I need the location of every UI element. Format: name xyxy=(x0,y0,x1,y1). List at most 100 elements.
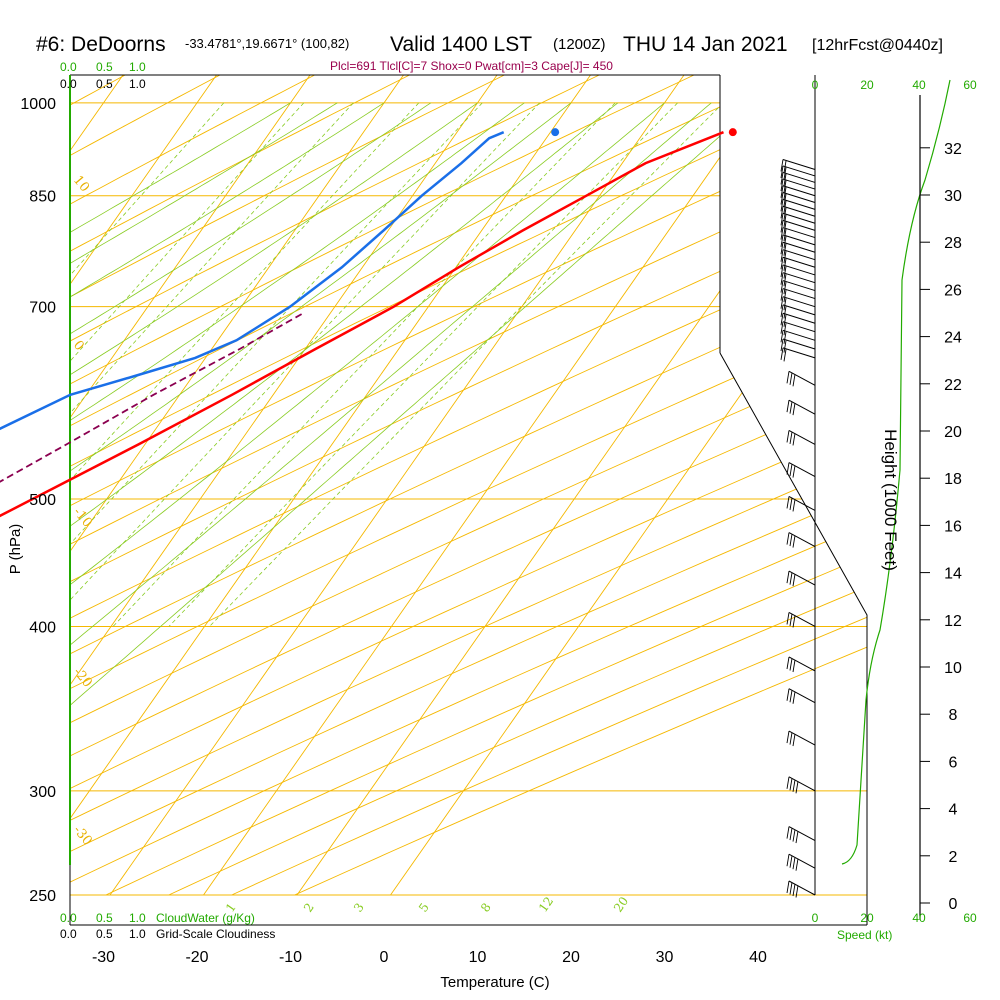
temperature-tick-label: -20 xyxy=(185,949,208,966)
isotherm-line xyxy=(0,75,30,895)
pressure-tick-label: 1000 xyxy=(20,96,56,113)
cloudiness-scale-tick: 0.0 xyxy=(60,927,77,941)
mixing-ratio-label: 20 xyxy=(611,894,631,915)
height-tick-label: 10 xyxy=(944,660,962,677)
isotherm-line xyxy=(70,75,498,896)
cloudwater-scale-tick: 0.0 xyxy=(60,911,77,925)
wind-barb xyxy=(780,234,816,249)
height-tick-label: 28 xyxy=(944,235,962,252)
wind-barb xyxy=(780,288,816,303)
cloudwater-scale-tick: 0.0 xyxy=(60,60,77,74)
moist-adiabat xyxy=(70,102,432,896)
dry-adiabat xyxy=(70,75,867,896)
dewpoint-profile-line xyxy=(0,131,505,431)
sounding-parameters: Plcl=691 Tlcl[C]=7 Shox=0 Pwat[cm]=3 Cap… xyxy=(330,59,613,73)
pressure-tick-label: 300 xyxy=(29,784,56,801)
moist-adiabat xyxy=(70,102,478,896)
isotherm-line xyxy=(203,75,778,896)
wind-barb xyxy=(780,304,816,319)
zulu-time: (1200Z) xyxy=(553,36,606,53)
wind-barb xyxy=(780,296,816,311)
height-tick-label: 0 xyxy=(949,896,958,913)
mixing-ratio-line xyxy=(168,102,678,627)
cloudwater-scale-tick: 1.0 xyxy=(129,911,146,925)
height-tick-label: 4 xyxy=(949,802,958,819)
height-tick-label: 12 xyxy=(944,613,962,630)
isotherm-line xyxy=(70,75,311,896)
dry-adiabat xyxy=(105,75,867,896)
cloudiness-scale-tick: 1.0 xyxy=(129,927,146,941)
cloudwater-scale-tick: 0.5 xyxy=(96,911,113,925)
isotherm-line xyxy=(70,75,404,896)
wind-barb xyxy=(780,347,816,362)
profiles xyxy=(0,128,737,518)
dry-adiabat xyxy=(70,75,867,896)
dry-adiabat xyxy=(70,75,505,896)
height-axis-title: Height (1000 Feet) xyxy=(881,429,900,571)
moist-adiabat xyxy=(70,102,525,896)
wind-barb xyxy=(786,730,816,747)
wind-barb xyxy=(786,826,816,844)
dry-adiabat-label: 10 xyxy=(70,173,92,195)
height-tick-label: 18 xyxy=(944,471,962,488)
height-tick-label: 26 xyxy=(944,282,962,299)
mixing-ratio-label: 8 xyxy=(478,900,494,914)
wind-barb xyxy=(786,430,816,446)
cloudiness-scale-tick: 0.0 xyxy=(60,77,77,91)
cloudiness-scale-tick: 1.0 xyxy=(129,77,146,91)
surface-temperature-point xyxy=(728,128,737,137)
pressure-tick-label: 500 xyxy=(29,492,56,509)
mixing-ratio-label: 5 xyxy=(416,900,432,914)
wind-barb xyxy=(786,462,816,478)
isotherm-line xyxy=(70,75,591,896)
wind-barbs xyxy=(780,158,816,898)
moist-adiabat xyxy=(70,102,572,896)
wind-barb xyxy=(780,280,816,295)
mixing-ratio-label: 2 xyxy=(301,900,317,914)
cloudwater-scale-tick: 0.5 xyxy=(96,60,113,74)
dry-adiabat xyxy=(70,75,867,896)
temperature-tick-label: 10 xyxy=(469,949,487,966)
wind-speed-profile xyxy=(841,79,951,865)
speed-tick-label: 40 xyxy=(912,78,926,92)
pressure-tick-label: 700 xyxy=(29,300,56,317)
dry-adiabat xyxy=(70,75,867,896)
isotherm-label: 0 xyxy=(725,228,745,252)
wind-barb xyxy=(780,321,816,336)
height-tick-label: 14 xyxy=(944,566,962,583)
isotherm-line xyxy=(109,75,685,896)
temperature-tick-label: 40 xyxy=(749,949,767,966)
wind-barb xyxy=(786,688,816,704)
height-tick-label: 32 xyxy=(944,141,962,158)
wind-barb xyxy=(786,496,816,512)
dry-adiabat-label: -10 xyxy=(70,505,95,531)
temperature-profile-line xyxy=(0,131,724,518)
mixing-ratio-label: 12 xyxy=(536,894,556,915)
dry-adiabat xyxy=(70,75,867,896)
speed-tick-label: 20 xyxy=(860,911,874,925)
pressure-tick-label: 400 xyxy=(29,619,56,636)
wind-barb xyxy=(780,272,816,287)
pressure-tick-label: 250 xyxy=(29,888,56,905)
height-tick-label: 2 xyxy=(949,849,958,866)
dry-adiabat xyxy=(0,75,30,895)
speed-tick-label: 0 xyxy=(812,78,819,92)
wind-barb xyxy=(786,532,816,548)
temperature-tick-label: 30 xyxy=(656,949,674,966)
moist-adiabat xyxy=(70,102,759,896)
height-tick-label: 8 xyxy=(949,707,958,724)
station-coords: -33.4781°,19.6671° (100,82) xyxy=(185,36,349,51)
pressure-tick-label: 850 xyxy=(29,189,56,206)
isotherm-label: 10 xyxy=(749,358,779,388)
speed-tick-label: 0 xyxy=(812,911,819,925)
height-tick-label: 20 xyxy=(944,424,962,441)
wind-barb xyxy=(786,570,816,587)
dry-adiabat xyxy=(70,75,315,896)
isotherm-label: 30 xyxy=(844,533,874,563)
moist-adiabat xyxy=(70,102,385,896)
plot-frame xyxy=(69,74,868,926)
dry-adiabat xyxy=(70,75,695,896)
wind-barb xyxy=(786,656,816,673)
